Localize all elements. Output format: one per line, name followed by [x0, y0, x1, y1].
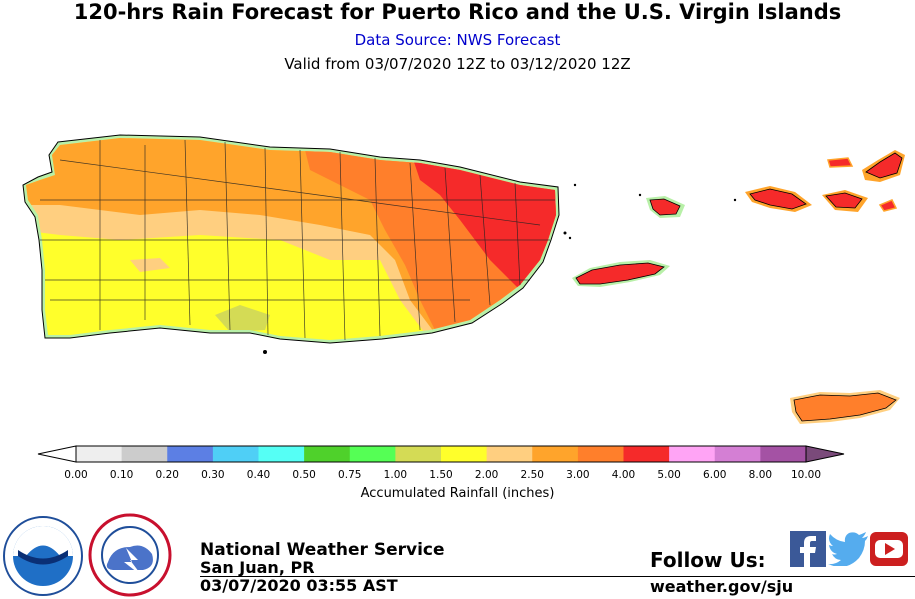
colorbar-segment: [167, 446, 214, 462]
colorbar-tick-label: 1.00: [384, 469, 407, 481]
colorbar-under-arrow: [37, 445, 77, 463]
twitter-icon[interactable]: [828, 532, 870, 566]
colorbar-segment: [577, 446, 624, 462]
youtube-icon[interactable]: [870, 532, 908, 566]
rainfall-colorbar: 0.00 0.10 0.20 0.30 0.40 0.50 0.75 1.00 1.50 2.00…: [37, 445, 845, 481]
colorbar-segment: [395, 446, 442, 462]
data-source-link[interactable]: Data Source: NWS Forecast: [354, 31, 561, 49]
small-cays: [263, 183, 737, 354]
colorbar-tick-label: 4.00: [612, 469, 635, 481]
colorbar-segment: [212, 446, 259, 462]
colorbar-tick-label: 10.00: [791, 469, 821, 481]
colorbar-tick-label: 5.00: [657, 469, 680, 481]
colorbar-tick-label: 2.00: [475, 469, 498, 481]
colorbar-segment: [76, 446, 123, 462]
colorbar-tick-label: 0.75: [338, 469, 361, 481]
colorbar-tick-label: 0.00: [64, 469, 87, 481]
vieques-island: [572, 260, 670, 287]
valid-period: Valid from 03/07/2020 12Z to 03/12/2020 …: [284, 55, 631, 73]
colorbar-frame: [75, 445, 807, 463]
colorbar-over-arrow: [805, 445, 845, 463]
colorbar-segment: [532, 446, 579, 462]
noaa-logo[interactable]: [2, 515, 84, 597]
colorbar-segment: [669, 446, 716, 462]
follow-us-label: Follow Us:: [650, 548, 766, 572]
colorbar-segment: [121, 446, 168, 462]
colorbar-tick-label: 0.50: [292, 469, 315, 481]
colorbar-label: Accumulated Rainfall (inches): [360, 486, 555, 501]
colorbar-tick-label: 0.10: [110, 469, 133, 481]
colorbar-segment: [486, 446, 533, 462]
colorbar-segment: [304, 446, 351, 462]
colorbar-tick-label: 8.00: [749, 469, 772, 481]
colorbar-segment: [441, 446, 488, 462]
culebra-island: [646, 196, 685, 218]
colorbar-segment: [714, 446, 761, 462]
colorbar-tick-label: 0.40: [247, 469, 270, 481]
st-croix-island: [790, 390, 900, 424]
footer-timestamp: 03/07/2020 03:55 AST: [200, 576, 398, 595]
map-title: 120-hrs Rain Forecast for Puerto Rico an…: [73, 0, 842, 24]
colorbar-tick-label: 1.50: [429, 469, 452, 481]
colorbar-tick-label: 3.00: [566, 469, 589, 481]
colorbar-segment: [760, 446, 807, 462]
puerto-rico-island: [22, 134, 560, 344]
rainfall-map: [22, 134, 905, 424]
nws-logo[interactable]: [88, 512, 172, 598]
st-john-island: [822, 190, 868, 212]
footer-location: San Juan, PR: [200, 558, 315, 577]
colorbar-segment: [349, 446, 396, 462]
facebook-icon[interactable]: [790, 531, 826, 567]
colorbar-segment: [258, 446, 305, 462]
tortola-island: [827, 150, 905, 212]
colorbar-tick-label: 6.00: [703, 469, 726, 481]
footer-org: National Weather Service: [200, 540, 445, 560]
st-thomas-island: [745, 186, 812, 212]
footer-divider: [200, 576, 915, 577]
colorbar-tick-label: 0.20: [156, 469, 179, 481]
colorbar-tick-label: 0.30: [201, 469, 224, 481]
colorbar-segment: [623, 446, 670, 462]
colorbar-tick-label: 2.50: [521, 469, 544, 481]
website-link[interactable]: weather.gov/sju: [650, 577, 794, 596]
